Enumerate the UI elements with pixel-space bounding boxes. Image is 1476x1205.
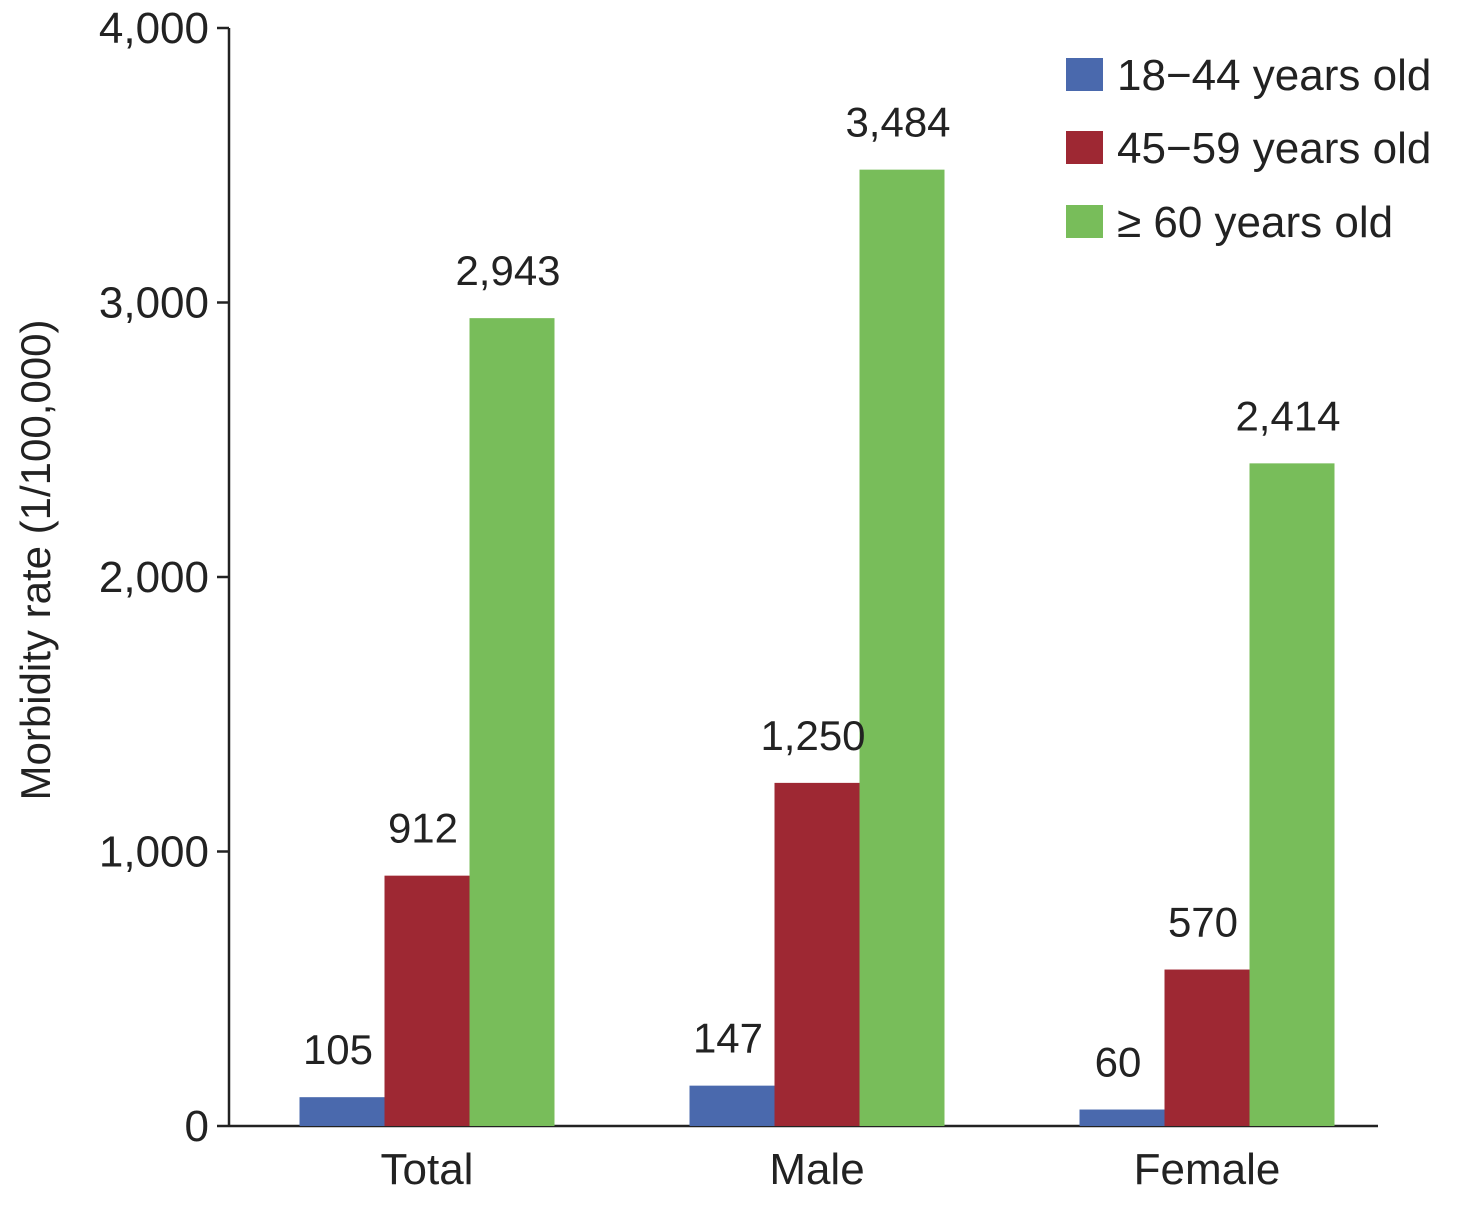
bar xyxy=(384,875,470,1126)
bar xyxy=(299,1097,385,1126)
legend-label: 18−44 years old xyxy=(1117,51,1431,100)
bar-value-label: 2,943 xyxy=(455,247,560,294)
x-axis: Total Male Female xyxy=(229,1124,1378,1194)
y-tick-label: 4,000 xyxy=(99,4,209,53)
y-tick-label: 3,000 xyxy=(99,279,209,328)
legend: 18−44 years old 45−59 years old ≥ 60 years… xyxy=(1066,51,1431,247)
y-tick-label: 2,000 xyxy=(99,553,209,602)
bar xyxy=(469,318,555,1127)
bar-value-label: 3,484 xyxy=(845,99,950,146)
bar xyxy=(774,782,860,1126)
y-tick-label: 1,000 xyxy=(99,828,209,877)
bar-value-label: 60 xyxy=(1095,1039,1142,1086)
legend-label: ≥ 60 years old xyxy=(1117,198,1393,247)
bar xyxy=(1164,969,1250,1126)
x-category-label: Male xyxy=(769,1145,864,1194)
bar-value-label: 2,414 xyxy=(1235,392,1340,439)
y-axis-title: Morbidity rate (1/100,000) xyxy=(12,320,59,801)
legend-swatch xyxy=(1066,131,1103,164)
bar xyxy=(1249,463,1335,1126)
bar-value-label: 147 xyxy=(693,1015,763,1062)
legend-swatch xyxy=(1066,205,1103,238)
y-axis-title-group: Morbidity rate (1/100,000) xyxy=(12,320,59,801)
bar-value-label: 1,250 xyxy=(760,712,865,759)
legend-label: 45−59 years old xyxy=(1117,124,1431,173)
y-tick-label: 0 xyxy=(185,1102,209,1151)
bar xyxy=(859,169,945,1127)
bar xyxy=(1079,1109,1165,1126)
bar-value-label: 105 xyxy=(303,1026,373,1073)
bar-value-label: 570 xyxy=(1168,899,1238,946)
legend-swatch xyxy=(1066,58,1103,91)
bar-value-label: 912 xyxy=(388,805,458,852)
bars xyxy=(299,169,1335,1127)
x-category-label: Female xyxy=(1134,1145,1281,1194)
bar xyxy=(689,1085,775,1126)
y-axis: 0 1,000 2,000 3,000 4,000 xyxy=(99,4,231,1151)
x-category-label: Total xyxy=(381,1145,474,1194)
data-labels: 105 912 2,943 147 1,250 3,484 60 570 2,414 xyxy=(303,99,1341,1086)
